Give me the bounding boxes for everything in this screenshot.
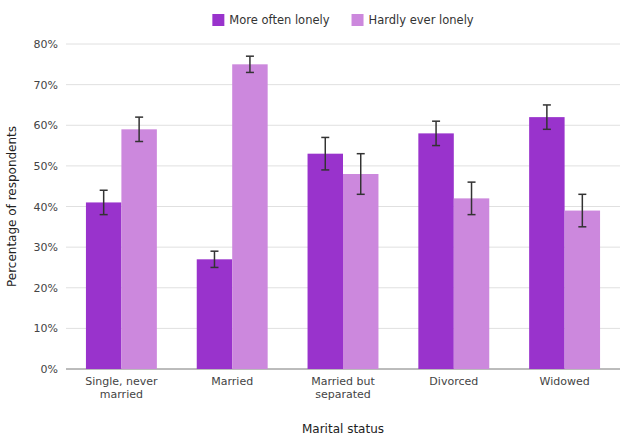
legend-label: More often lonely [229, 13, 329, 27]
grid-line [66, 84, 620, 85]
error-bar-cap [432, 145, 440, 147]
x-tick-label-line: Divorced [429, 375, 478, 388]
x-tick-label: Widowed [540, 375, 590, 388]
x-tick-label: Divorced [429, 375, 478, 388]
error-bar [468, 182, 476, 215]
error-bar-cap [135, 116, 143, 118]
error-bar-stem [360, 154, 362, 195]
error-bar-stem [582, 194, 584, 227]
x-tick-label-line: Single, never [85, 375, 158, 388]
error-bar-stem [546, 105, 548, 129]
error-bar-cap [100, 214, 108, 216]
x-tick-label: Married butseparated [311, 375, 375, 401]
error-bar [246, 56, 254, 72]
bar [418, 133, 453, 369]
error-bar-cap [432, 120, 440, 122]
error-bar-cap [543, 129, 551, 131]
x-tick-label: Married [211, 375, 253, 388]
error-bar-stem [435, 121, 437, 145]
bar [86, 202, 121, 369]
legend-swatch [212, 14, 224, 26]
x-axis-title: Marital status [302, 422, 384, 436]
error-bar-cap [246, 55, 254, 57]
x-tick-label: Single, nevermarried [85, 375, 158, 401]
y-tick-label: 0% [41, 363, 58, 376]
grid-line [66, 44, 620, 45]
y-tick-label: 60% [34, 119, 58, 132]
chart-container: 0% 10% 20% 30% 40% 50% 60% 70% 80% Single, neverm… [0, 0, 640, 447]
y-tick-label: 50% [34, 160, 58, 173]
error-bar-stem [103, 190, 105, 214]
error-bar-stem [325, 137, 327, 170]
x-tick-label-line: married [100, 388, 143, 401]
y-tick-label: 70% [34, 79, 58, 92]
error-bar-cap [210, 250, 218, 252]
legend-swatch [352, 14, 364, 26]
error-bar-stem [249, 56, 251, 72]
legend: More often lonely Hardly ever lonely [212, 13, 473, 27]
error-bar-cap [578, 194, 586, 196]
error-bar-cap [468, 181, 476, 183]
bar [565, 211, 600, 369]
bar [232, 64, 267, 369]
legend-item: Hardly ever lonely [352, 13, 474, 27]
error-bar-cap [357, 194, 365, 196]
y-grid [66, 44, 620, 369]
y-axis-title: Percentage of respondents [5, 126, 19, 287]
error-bar-stem [138, 117, 140, 141]
error-bar [321, 137, 329, 170]
error-bar [135, 117, 143, 141]
x-tick-label-line: Married [211, 375, 253, 388]
error-bar [210, 251, 218, 267]
error-bar-cap [321, 137, 329, 139]
error-bar [578, 194, 586, 227]
bar [121, 129, 156, 369]
y-tick-label: 80% [34, 38, 58, 51]
bar [308, 154, 343, 369]
error-bar [100, 190, 108, 214]
error-bar [432, 121, 440, 145]
bars [86, 56, 600, 369]
bar [529, 117, 564, 369]
error-bar-cap [468, 214, 476, 216]
y-tick-label: 10% [34, 322, 58, 335]
error-bar-cap [210, 267, 218, 269]
error-bar-cap [135, 141, 143, 143]
error-bar-cap [578, 226, 586, 228]
chart-svg: 0% 10% 20% 30% 40% 50% 60% 70% 80% Single, neverm… [0, 0, 640, 447]
x-tick-label-line: separated [315, 388, 371, 401]
legend-label: Hardly ever lonely [369, 13, 474, 27]
error-bar-cap [246, 72, 254, 74]
error-bar-cap [100, 190, 108, 192]
y-tick-label: 30% [34, 241, 58, 254]
error-bar-stem [214, 251, 216, 267]
y-tick-label: 40% [34, 201, 58, 214]
y-tick-label: 20% [34, 282, 58, 295]
error-bar-cap [321, 169, 329, 171]
x-tick-label-line: Married but [311, 375, 375, 388]
error-bar-stem [471, 182, 473, 215]
error-bar-cap [357, 153, 365, 155]
legend-item: More often lonely [212, 13, 329, 27]
bar [197, 259, 232, 369]
bar [343, 174, 378, 369]
error-bar [357, 154, 365, 195]
bar [454, 198, 489, 369]
error-bar-cap [543, 104, 551, 106]
error-bar [543, 105, 551, 129]
x-tick-label-line: Widowed [540, 375, 590, 388]
